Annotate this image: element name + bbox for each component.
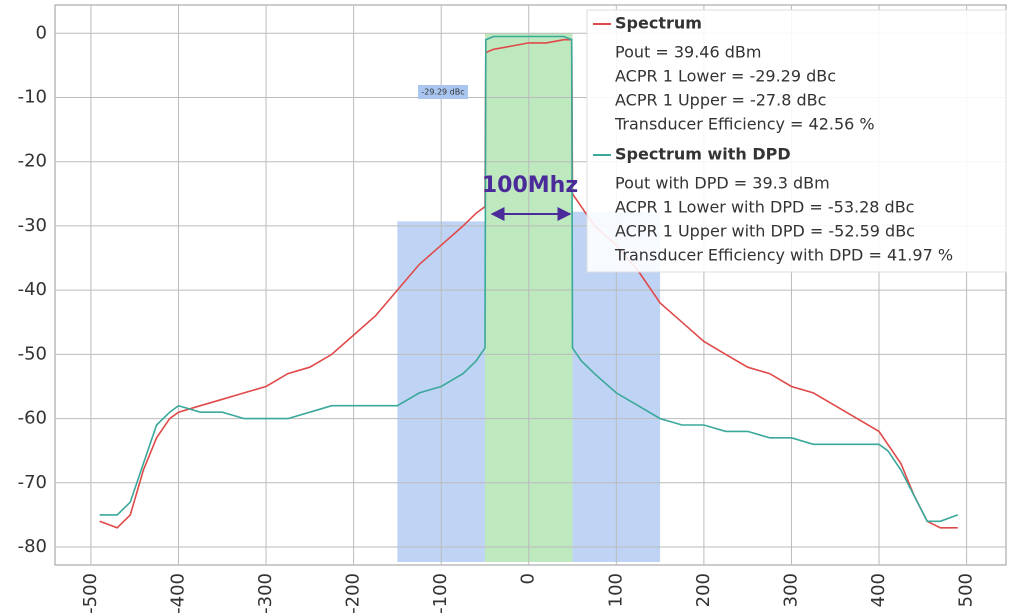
x-tick-label: -100 — [430, 573, 451, 614]
x-tick-label: 300 — [780, 573, 801, 607]
x-tick-label: 500 — [956, 573, 977, 607]
legend-detail: ACPR 1 Lower with DPD = -53.28 dBc — [615, 198, 914, 217]
legend-detail: ACPR 1 Upper with DPD = -52.59 dBc — [615, 222, 915, 241]
y-tick-label: -30 — [18, 215, 47, 236]
y-tick-label: -20 — [18, 151, 47, 172]
series-line — [99, 38, 958, 529]
y-tick-label: -60 — [18, 408, 47, 429]
x-tick-label: -400 — [167, 573, 188, 614]
x-tick-label: 200 — [693, 573, 714, 607]
x-tick-label: -300 — [255, 573, 276, 614]
annotation: 100Mhz — [482, 173, 578, 198]
legend-entry: Spectrum with DPD — [615, 145, 791, 164]
x-tick-label: 0 — [518, 573, 539, 584]
x-tick-label: 100 — [605, 573, 626, 607]
band-label-bg — [418, 85, 468, 99]
legend-detail: Transducer Efficiency = 42.56 % — [614, 115, 875, 134]
series-line — [99, 35, 959, 523]
legend-detail: Pout with DPD = 39.3 dBm — [615, 174, 830, 193]
x-tick-label: -500 — [80, 573, 101, 614]
y-tick-label: -10 — [18, 86, 47, 107]
legend-detail: ACPR 1 Upper = -27.8 dBc — [615, 91, 826, 110]
band-label: -29.29 dBc — [421, 88, 464, 97]
band-label-box: -29.29 dBc — [418, 85, 468, 99]
y-tick-label: -80 — [18, 536, 47, 557]
y-tick-label: 0 — [36, 22, 47, 43]
legend-detail: Pout = 39.46 dBm — [615, 43, 761, 62]
x-tick-label: 400 — [868, 573, 889, 607]
legend-detail: Transducer Efficiency with DPD = 41.97 % — [614, 246, 953, 265]
y-tick-label: -50 — [18, 343, 47, 364]
y-tick-label: -70 — [18, 472, 47, 493]
legend-box — [586, 9, 1007, 273]
x-tick-label: -200 — [343, 573, 364, 614]
legend-entry: Spectrum — [615, 14, 702, 33]
legend-detail: ACPR 1 Lower = -29.29 dBc — [615, 67, 836, 86]
y-tick-label: -40 — [18, 279, 47, 300]
